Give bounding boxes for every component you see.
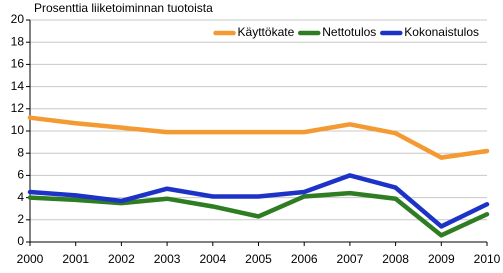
- y-tick-label: 16: [11, 57, 25, 71]
- legend-label: Nettotulos: [322, 25, 376, 39]
- series-line: [27, 190, 490, 238]
- y-tick-label: 0: [17, 234, 24, 248]
- chart-title: Prosenttia liiketoiminnan tuotoista: [34, 1, 213, 15]
- x-tick-label: 2001: [62, 252, 89, 266]
- x-tick-label: 2004: [199, 252, 226, 266]
- y-tick-label: 12: [11, 101, 25, 115]
- y-tick-label: 20: [11, 12, 25, 26]
- series-line: [27, 173, 490, 229]
- x-tick-label: 2000: [17, 252, 44, 266]
- legend-label: Käyttökate: [238, 25, 295, 39]
- y-tick-label: 8: [17, 145, 24, 159]
- x-tick-label: 2002: [108, 252, 135, 266]
- x-tick-label: 2008: [382, 252, 409, 266]
- legend-label: Kokonaistulos: [404, 25, 479, 39]
- y-tick-label: 14: [11, 79, 25, 93]
- y-tick-label: 10: [11, 123, 25, 137]
- y-tick-label: 18: [11, 34, 25, 48]
- y-tick-label: 6: [17, 168, 24, 182]
- x-tick-label: 2005: [245, 252, 272, 266]
- x-tick-label: 2003: [154, 252, 181, 266]
- x-tick-label: 2006: [291, 252, 318, 266]
- series-line: [27, 115, 490, 160]
- y-tick-label: 2: [17, 212, 24, 226]
- x-tick-label: 2010: [474, 252, 501, 266]
- x-tick-label: 2007: [337, 252, 364, 266]
- x-tick-label: 2009: [428, 252, 455, 266]
- y-tick-label: 4: [17, 190, 24, 204]
